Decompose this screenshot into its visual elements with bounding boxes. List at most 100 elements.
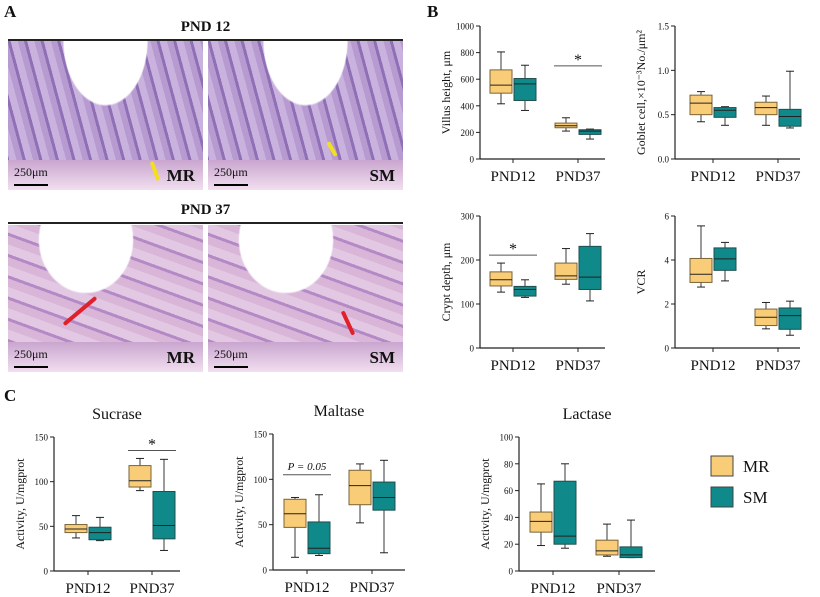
box-mr (489, 271, 513, 287)
box-sm (553, 480, 577, 545)
x-tick-label: PND37 (129, 581, 175, 597)
box-mr (489, 69, 513, 94)
y-tick-label: 100 (461, 300, 475, 310)
box-mr (754, 101, 778, 116)
y-tick-label: 300 (461, 212, 475, 222)
x-tick-label: PND12 (65, 581, 110, 597)
y-axis-label: Villus height, μm (439, 50, 453, 134)
y-tick-label: 800 (461, 48, 475, 58)
box-mr (689, 257, 713, 283)
panel-label-b: B (427, 2, 439, 21)
box-sm (578, 245, 602, 290)
box-sm (778, 108, 802, 127)
y-tick-label: 400 (461, 101, 475, 111)
x-tick-label: PND37 (555, 169, 601, 185)
x-tick-label: PND37 (755, 358, 801, 374)
group-label: SM (369, 348, 396, 367)
x-tick-label: PND12 (690, 169, 735, 185)
legend-label-sm: SM (743, 488, 768, 507)
scale-bar (14, 184, 48, 186)
scale-label: 250μm (14, 165, 48, 179)
y-tick-label: 0.0 (658, 155, 670, 165)
y-axis-label: VCR (634, 270, 648, 295)
y-axis-label: Activity, U/mgprot (232, 456, 246, 548)
y-tick-label: 0 (509, 567, 514, 577)
y-tick-label: 1000 (456, 22, 475, 32)
panel-label-c: C (4, 386, 17, 405)
box-mr (554, 262, 578, 280)
y-tick-label: 6 (665, 212, 670, 222)
y-tick-label: 100 (500, 433, 514, 443)
y-tick-label: 0 (263, 566, 268, 576)
y-axis-label: Activity, U/mgprot (478, 458, 492, 550)
chart-title: Lactase (563, 406, 612, 423)
y-tick-label: 0 (470, 344, 475, 354)
y-tick-label: 60 (504, 486, 514, 496)
y-tick-label: 150 (35, 433, 49, 443)
x-tick-label: PND12 (490, 358, 535, 374)
box-mr (128, 465, 152, 488)
y-axis-label: Crypt depth, μm (439, 242, 453, 321)
significance-label: * (509, 241, 517, 258)
box-sm (713, 107, 737, 118)
legend-label-mr: MR (743, 457, 770, 476)
y-tick-label: 100 (35, 477, 49, 487)
box-mr (348, 469, 372, 506)
x-tick-label: PND12 (690, 358, 735, 374)
y-axis-label: Activity, U/mgprot (13, 458, 27, 550)
chart-title: Maltase (314, 403, 365, 420)
x-tick-label: PND12 (490, 169, 535, 185)
box-sm (88, 526, 112, 541)
scale-bar (214, 366, 248, 368)
histology-row1-title: PND 12 (180, 19, 231, 35)
x-tick-label: PND37 (555, 358, 601, 374)
divider (8, 222, 403, 224)
y-tick-label: 0 (44, 567, 49, 577)
y-tick-label: 600 (461, 75, 475, 85)
group-label: MR (166, 166, 195, 185)
box-sm (513, 78, 537, 101)
y-tick-label: 0.5 (658, 110, 670, 120)
y-tick-label: 2 (665, 300, 670, 310)
x-tick-label: PND12 (284, 580, 329, 596)
histology-image-pnd37-sm: 250μm SM (208, 225, 403, 372)
scale-label: 250μm (214, 165, 248, 179)
y-tick-label: 200 (461, 128, 475, 138)
box-mr (595, 539, 619, 556)
y-tick-label: 40 (504, 513, 514, 523)
significance-label: * (574, 52, 582, 69)
y-tick-label: 50 (258, 520, 268, 530)
group-label: SM (369, 166, 396, 185)
y-tick-label: 0 (665, 344, 670, 354)
y-tick-label: 0 (470, 155, 475, 165)
x-tick-label: PND12 (530, 581, 575, 597)
y-tick-label: 20 (504, 540, 514, 550)
legend-swatch-sm (710, 486, 734, 508)
significance-label: * (148, 436, 156, 453)
chart-title: Sucrase (92, 406, 142, 423)
box-mr (529, 511, 553, 533)
box-sm (152, 490, 176, 540)
y-tick-label: 4 (665, 256, 670, 266)
box-mr (689, 94, 713, 116)
y-tick-label: 100 (254, 475, 268, 485)
x-tick-label: PND37 (349, 580, 395, 596)
histology-row2-title: PND 37 (180, 202, 231, 218)
legend-swatch-mr (710, 455, 734, 477)
box-sm (578, 129, 602, 135)
y-tick-label: 80 (504, 459, 514, 469)
y-tick-label: 200 (461, 256, 475, 266)
scale-label: 250μm (214, 347, 248, 361)
box-sm (619, 546, 643, 559)
y-axis-label: Goblet cell,×10⁻³No./μm² (634, 30, 648, 155)
divider (8, 39, 403, 41)
box-sm (513, 285, 537, 297)
histology-image-pnd37-mr: 250μm MR (8, 225, 203, 372)
group-label: MR (166, 348, 195, 367)
box-sm (372, 481, 396, 511)
x-tick-label: PND37 (755, 169, 801, 185)
histology-image-pnd12-mr: 250μm MR (8, 41, 203, 190)
y-tick-label: 50 (39, 522, 49, 532)
y-tick-label: 150 (254, 430, 268, 440)
